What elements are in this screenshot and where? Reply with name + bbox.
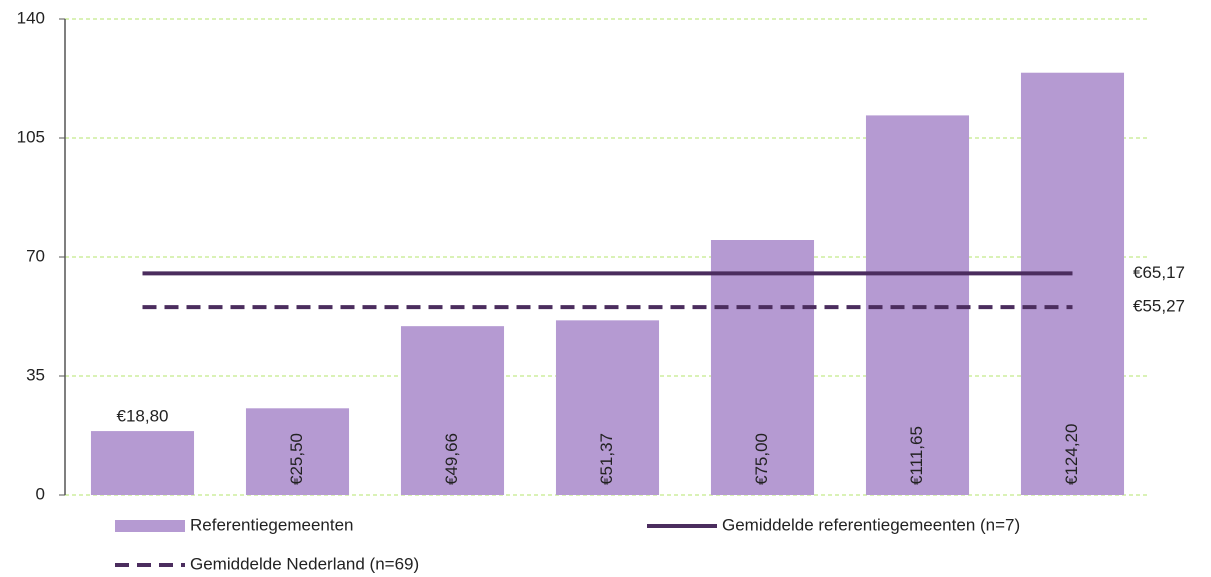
legend-label: Gemiddelde Nederland (n=69) (190, 554, 419, 573)
reference-label: €65,17 (1133, 263, 1185, 282)
value-label: €51,37 (597, 433, 616, 485)
value-label: €25,50 (287, 433, 306, 485)
legend-swatch (115, 520, 185, 532)
bar (400, 326, 505, 495)
legend-label: Gemiddelde referentiegemeenten (n=7) (722, 515, 1020, 534)
value-label: €111,65 (907, 426, 926, 485)
value-label: €18,80 (117, 407, 169, 426)
y-tick-label: 105 (17, 127, 45, 146)
y-tick-label: 35 (26, 365, 45, 384)
bar (245, 408, 350, 495)
bar (555, 320, 660, 495)
reference-label: €55,27 (1133, 297, 1185, 316)
y-tick-label: 70 (26, 246, 45, 265)
bar (90, 431, 195, 495)
legend-label: Referentiegemeenten (190, 515, 354, 534)
value-label: €75,00 (752, 433, 771, 485)
bar (710, 240, 815, 495)
y-tick-label: 140 (17, 8, 45, 27)
y-tick-label: 0 (36, 484, 45, 503)
value-label: €49,66 (442, 433, 461, 485)
bar (1020, 72, 1125, 495)
value-label: €124,20 (1062, 424, 1081, 485)
